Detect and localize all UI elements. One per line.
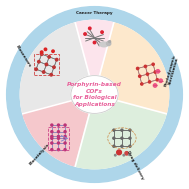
Circle shape — [156, 79, 158, 81]
Circle shape — [129, 145, 131, 147]
Circle shape — [148, 81, 151, 83]
Circle shape — [156, 70, 160, 73]
Circle shape — [50, 74, 52, 76]
Text: Cancer Therapy: Cancer Therapy — [76, 12, 113, 15]
Ellipse shape — [100, 42, 108, 47]
Circle shape — [57, 124, 60, 126]
Wedge shape — [75, 20, 114, 94]
Circle shape — [125, 152, 128, 155]
Circle shape — [51, 135, 53, 137]
Circle shape — [121, 129, 123, 131]
Circle shape — [38, 60, 40, 63]
Circle shape — [64, 135, 66, 137]
Circle shape — [51, 149, 53, 151]
Circle shape — [57, 137, 60, 139]
Circle shape — [121, 145, 123, 147]
Circle shape — [57, 135, 60, 137]
Circle shape — [115, 154, 116, 156]
Circle shape — [43, 71, 45, 73]
Circle shape — [129, 154, 130, 156]
Wedge shape — [23, 94, 94, 166]
Circle shape — [57, 149, 60, 151]
Circle shape — [144, 65, 146, 67]
Text: Porphyrin-based
COFs
for Biological
Applications: Porphyrin-based COFs for Biological Appl… — [67, 82, 122, 107]
Circle shape — [64, 124, 66, 126]
Circle shape — [64, 131, 66, 133]
Circle shape — [139, 75, 141, 77]
Circle shape — [52, 50, 54, 53]
Text: Drug delivery: Drug delivery — [126, 150, 144, 180]
Circle shape — [107, 41, 111, 46]
Wedge shape — [94, 23, 169, 114]
Circle shape — [51, 137, 53, 139]
Circle shape — [64, 149, 66, 151]
Circle shape — [35, 68, 37, 70]
Circle shape — [113, 129, 115, 131]
Circle shape — [48, 56, 50, 58]
Circle shape — [51, 124, 53, 126]
Circle shape — [141, 83, 143, 85]
Circle shape — [51, 131, 53, 133]
Circle shape — [121, 137, 123, 139]
Circle shape — [45, 63, 48, 66]
Circle shape — [88, 27, 91, 30]
Wedge shape — [20, 23, 94, 114]
Circle shape — [57, 142, 60, 144]
Circle shape — [44, 48, 47, 51]
Circle shape — [109, 41, 111, 43]
Circle shape — [64, 142, 66, 144]
Circle shape — [84, 33, 86, 35]
Circle shape — [129, 129, 131, 131]
Circle shape — [40, 53, 43, 55]
Text: Biocatalysis: Biocatalysis — [28, 142, 50, 166]
Circle shape — [146, 73, 149, 75]
Wedge shape — [75, 94, 166, 169]
Circle shape — [113, 145, 115, 147]
Circle shape — [101, 31, 103, 33]
Circle shape — [154, 71, 156, 73]
Circle shape — [123, 154, 125, 156]
Circle shape — [159, 79, 162, 82]
Circle shape — [153, 84, 157, 87]
Circle shape — [7, 7, 182, 182]
Circle shape — [51, 142, 53, 144]
Circle shape — [20, 20, 169, 169]
Circle shape — [129, 137, 131, 139]
Circle shape — [57, 131, 60, 133]
Circle shape — [117, 150, 121, 155]
Circle shape — [40, 51, 43, 53]
Text: Photodynamic
Sterilization: Photodynamic Sterilization — [163, 53, 181, 88]
Text: Biosensors: Biosensors — [15, 45, 31, 68]
Circle shape — [93, 41, 96, 44]
Ellipse shape — [71, 76, 118, 113]
Circle shape — [64, 137, 66, 139]
Circle shape — [152, 63, 154, 65]
Circle shape — [113, 137, 115, 139]
Circle shape — [56, 58, 58, 61]
Circle shape — [53, 66, 55, 68]
Circle shape — [136, 67, 139, 70]
